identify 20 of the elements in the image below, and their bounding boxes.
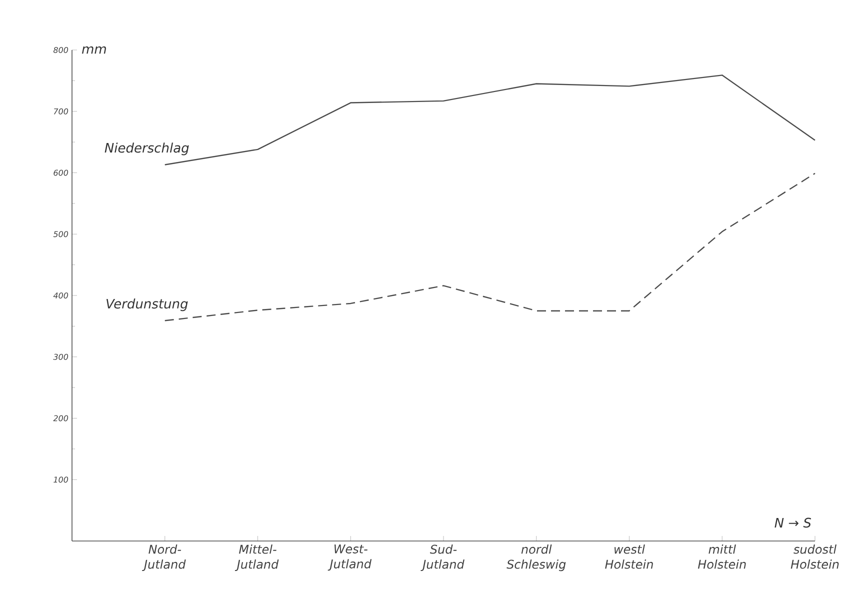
x-tick-label: nordl Schleswig xyxy=(506,544,566,572)
y-tick-label: 500 xyxy=(53,231,68,238)
x-tick-label: Nord- Jutland xyxy=(142,544,186,572)
y-tick-label: 600 xyxy=(54,170,68,176)
x-tick-label: sudostl Holstein xyxy=(790,544,839,569)
y-tick-label: 700 xyxy=(54,108,68,114)
x-tick-label: mittl Holstein xyxy=(698,544,746,569)
x-tick-label: Sud- Jutland xyxy=(420,544,464,572)
x-tick-label: Mittel- Jutland xyxy=(234,544,279,572)
y-tick-label: 200 xyxy=(53,415,68,422)
annotation: N → S xyxy=(774,518,812,528)
x-tick-label: westl Holstein xyxy=(605,544,653,569)
series-label: Verdunstung xyxy=(106,298,188,312)
y-tick-label: 100 xyxy=(54,476,68,483)
x-tick-label: West- Jutland xyxy=(328,544,372,571)
y-tick-label: 400 xyxy=(53,292,68,299)
y-axis-title: mm xyxy=(82,46,106,54)
y-tick-label: 800 xyxy=(53,46,68,54)
y-tick-label: 300 xyxy=(53,354,68,360)
series-label: Niederschlag xyxy=(104,142,189,156)
